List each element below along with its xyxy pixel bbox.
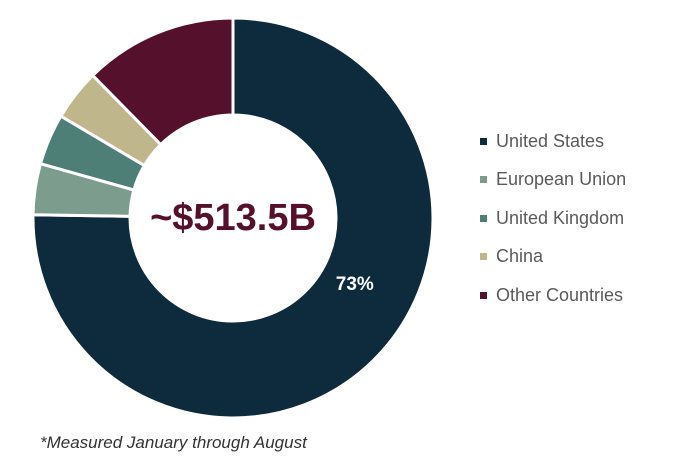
legend-swatch: [480, 214, 487, 222]
slice-united-states: [31, 16, 435, 420]
legend-swatch: [480, 253, 487, 260]
legend-label: United Kingdom: [496, 207, 625, 228]
legend-item-european-union: European Union: [480, 167, 670, 193]
footnote: *Measured January through August: [40, 433, 307, 452]
legend-item-china: China: [480, 244, 670, 270]
legend-item-united-states: United States: [480, 128, 670, 154]
legend-label: China: [496, 246, 544, 266]
slice-other-countries: [90, 16, 235, 147]
legend-label: European Union: [496, 169, 627, 189]
legend-label: Other Countries: [496, 284, 624, 305]
legend-label: United States: [496, 130, 605, 151]
center-total-label: ~$513.5B: [150, 197, 316, 239]
legend-item-other-countries: Other Countries: [480, 282, 670, 308]
donut-chart: ~$513.5B 73%: [31, 16, 435, 420]
donut-slices: [31, 16, 435, 420]
legend-swatch: [480, 137, 487, 145]
data-label-united-states: 73%: [336, 274, 374, 295]
legend: United States European Union United Kingdo…: [480, 128, 670, 321]
legend-item-united-kingdom: United Kingdom: [480, 205, 670, 231]
legend-swatch: [480, 291, 487, 299]
legend-swatch: [480, 176, 487, 183]
